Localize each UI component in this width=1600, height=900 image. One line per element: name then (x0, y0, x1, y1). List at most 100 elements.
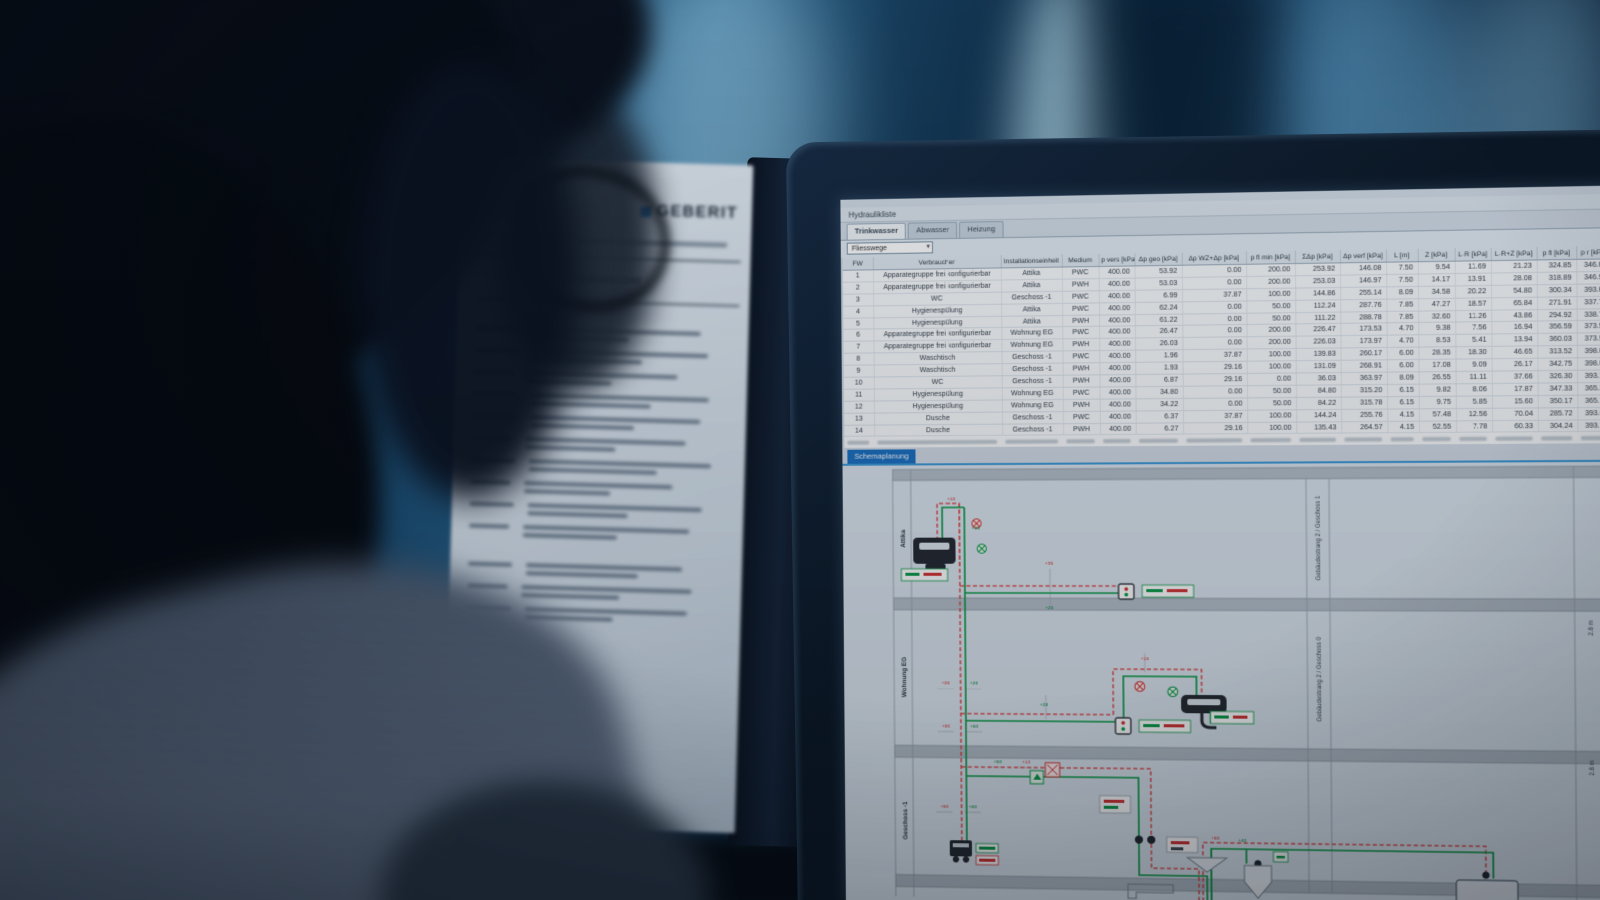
table-cell: 53.03 (1134, 277, 1183, 291)
document-text-line (526, 563, 683, 572)
terminal-box-wohnung[interactable] (1115, 718, 1131, 734)
funnel-tundish[interactable] (1187, 858, 1226, 873)
column-header[interactable]: p r [kPa] (1576, 245, 1600, 260)
table-cell: Dusche (874, 411, 1003, 425)
table-cell: 3 (843, 293, 874, 306)
view-select-dropdown[interactable]: Fliesswege ▾ (846, 241, 934, 255)
column-header[interactable]: p fl min [kPa] (1245, 250, 1295, 265)
document-text-line (524, 607, 687, 616)
table-cell: Attika (1001, 303, 1063, 316)
table-cell: Geschoss -1 (1001, 351, 1063, 364)
table-cell: 7.78 (1455, 420, 1493, 433)
document-text-line (523, 525, 690, 534)
column-header[interactable]: ΣΔp [kPa] (1294, 250, 1340, 264)
dirt-separator-cone[interactable] (1244, 866, 1271, 899)
table-cell: 338.78 (1576, 308, 1600, 322)
table-cell: PWC (1062, 386, 1100, 400)
table-cell: 131.09 (1295, 360, 1341, 373)
table-cell: 100.00 (1246, 360, 1296, 374)
table-cell: 5.41 (1455, 334, 1492, 347)
table-cell: 12.56 (1455, 407, 1493, 421)
table-cell: 400.00 (1099, 350, 1136, 363)
table-cell: 15.60 (1491, 395, 1538, 408)
table-cell: 253.03 (1295, 275, 1341, 288)
table-cell: 6.15 (1387, 384, 1419, 397)
table-cell: 400.00 (1099, 362, 1136, 375)
terminal-box-attika[interactable] (1118, 584, 1134, 599)
table-cell: 373.97 (1576, 332, 1600, 346)
table-cell: 60.33 (1492, 419, 1538, 433)
document-text-line (521, 585, 692, 594)
table-cell: 0.00 (1181, 264, 1247, 278)
table-cell: 400.00 (1098, 265, 1135, 279)
table-cell: 135.43 (1296, 421, 1342, 434)
table-cell: PWC (1061, 266, 1099, 280)
table-cell: PWH (1062, 314, 1100, 328)
column-header[interactable]: Z [kPa] (1417, 248, 1455, 262)
table-cell: 200.00 (1246, 324, 1296, 338)
table-cell: 6.87 (1135, 374, 1183, 387)
table-cell: 400.00 (1098, 302, 1135, 315)
column-header[interactable]: FW (842, 257, 873, 271)
table-cell: Geschoss -1 (1001, 291, 1063, 304)
table-cell: 324.85 (1536, 259, 1577, 273)
circulation-valves[interactable] (972, 518, 1179, 785)
table-cell: 8 (843, 353, 874, 366)
water-meter-fixture[interactable] (949, 840, 973, 863)
tab-trinkwasser[interactable]: Trinkwasser (846, 222, 907, 240)
table-cell: Wohnung EG (1001, 339, 1063, 352)
pipe-size-label: +50 (1211, 836, 1220, 842)
table-cell: 0.00 (1182, 337, 1247, 350)
table-cell: 50.00 (1246, 300, 1296, 313)
column-header[interactable]: L·R [kPa] (1454, 247, 1491, 262)
table-cell: 4.70 (1386, 322, 1419, 336)
document-code-line (469, 501, 514, 507)
document-text-line (527, 511, 628, 518)
table-cell: 400.00 (1099, 422, 1136, 436)
table-cell: 9.38 (1418, 322, 1456, 336)
column-header[interactable]: Installationseinheit (1000, 254, 1062, 268)
document-text-line (522, 533, 617, 540)
table-cell: 52.55 (1418, 420, 1457, 433)
table-cell: 6.37 (1135, 410, 1184, 423)
table-cell: PWC (1062, 326, 1100, 340)
table-cell: 271.91 (1536, 296, 1577, 310)
table-cell: 346.08 (1576, 258, 1600, 272)
table-cell: 146.97 (1339, 274, 1387, 288)
column-header[interactable]: p fl [kPa] (1536, 246, 1577, 260)
table-cell: 4 (843, 305, 874, 318)
pipe-size-label: +26 (941, 680, 950, 686)
column-header[interactable]: Δp geo [kPa] (1134, 252, 1182, 266)
table-cell: 65.84 (1491, 296, 1538, 310)
column-header[interactable]: L [m] (1386, 248, 1418, 263)
document-code-line (468, 561, 513, 567)
pipe-size-label: +15 (1141, 656, 1150, 662)
tab-abwasser[interactable]: Abwasser (908, 221, 958, 239)
column-header[interactable]: Medium (1061, 253, 1099, 268)
table-cell: 173.97 (1340, 335, 1387, 349)
right-monitor-screen: Hydraulikliste Trinkwasser Abwasser Heizun… (840, 185, 1600, 900)
table-cell: 7 (843, 341, 874, 354)
table-cell: 0.00 (1182, 397, 1248, 411)
column-header[interactable]: p vers [kPa] (1098, 253, 1135, 267)
document-text-line (524, 489, 611, 496)
table-cell: 173.53 (1340, 323, 1387, 337)
column-header[interactable]: Δp verf [kPa] (1339, 249, 1387, 263)
boiler-vessel[interactable] (1456, 880, 1518, 900)
tab-schemaplanung[interactable]: Schemaplanung (847, 449, 916, 464)
table-cell: 398.04 (1576, 345, 1600, 358)
tab-heizung[interactable]: Heizung (959, 220, 1004, 238)
table-cell: 6.00 (1386, 359, 1419, 373)
document-code-line (469, 523, 510, 529)
table-cell: 365.78 (1577, 394, 1600, 408)
column-header[interactable]: Δp WZ+Δp [kPa] (1181, 251, 1247, 266)
washbasin-fixture[interactable] (1181, 694, 1227, 728)
table-cell: 9.75 (1418, 395, 1456, 409)
table-cell: Dusche (874, 423, 1003, 437)
table-cell: 346.97 (1576, 271, 1600, 285)
column-header[interactable]: L·R+Z [kPa] (1490, 247, 1537, 261)
table-cell: 5.85 (1455, 395, 1492, 409)
table-cell: 356.59 (1537, 321, 1577, 334)
table-cell: Wohnung EG (1001, 387, 1063, 400)
grid-lines (893, 466, 1600, 900)
